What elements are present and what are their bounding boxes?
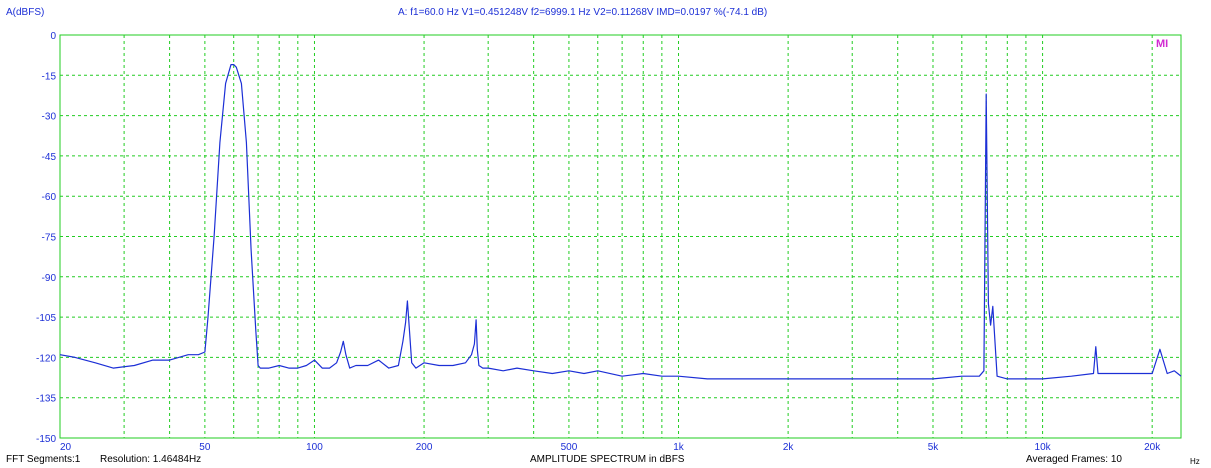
x-tick-label: 20: [60, 442, 72, 453]
y-tick-label: -105: [36, 313, 56, 324]
x-tick-label: 2k: [783, 442, 795, 453]
fft-segments: FFT Segments:1: [6, 454, 81, 465]
y-axis-label: A(dBFS): [6, 7, 45, 18]
chart-title: AMPLITUDE SPECTRUM in dBFS: [530, 454, 685, 465]
y-tick-label: 0: [50, 31, 56, 42]
y-tick-label: -120: [36, 353, 56, 364]
y-tick-label: -150: [36, 434, 56, 445]
logo: MI: [1156, 38, 1169, 50]
resolution: Resolution: 1.46484Hz: [100, 454, 202, 465]
y-tick-label: -90: [42, 273, 57, 284]
x-tick-label: 10k: [1035, 442, 1052, 453]
y-tick-label: -135: [36, 394, 56, 405]
spectrum-trace: [59, 63, 1182, 380]
measurement-readout: A: f1=60.0 Hz V1=0.451248V f2=6999.1 Hz …: [398, 7, 768, 18]
y-tick-label: -30: [42, 112, 57, 123]
x-tick-label: 100: [306, 442, 323, 453]
x-unit: Hz: [1190, 457, 1200, 466]
averaged-frames: Averaged Frames: 10: [1026, 454, 1122, 465]
x-tick-label: 200: [416, 442, 433, 453]
y-tick-label: -15: [42, 71, 57, 82]
x-tick-label: 50: [199, 442, 211, 453]
x-tick-label: 5k: [928, 442, 940, 453]
y-tick-label: -60: [42, 192, 57, 203]
x-tick-label: 500: [561, 442, 578, 453]
x-tick-label: 20k: [1144, 442, 1161, 453]
x-tick-label: 1k: [673, 442, 685, 453]
y-tick-label: -75: [42, 233, 57, 244]
y-tick-label: -45: [42, 152, 57, 163]
